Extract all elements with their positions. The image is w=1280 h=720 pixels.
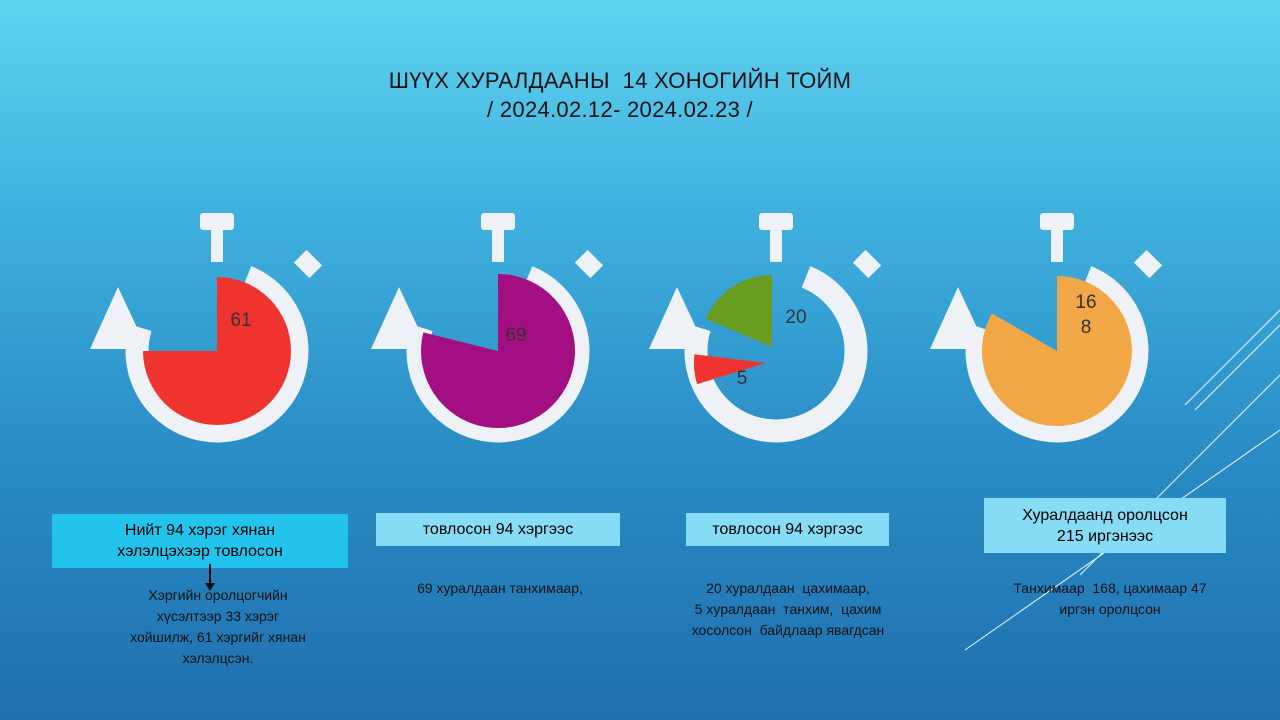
pie-4-slice-168 [981,276,1132,426]
note-1: Хэргийн оролцогчийн хүсэлтээр 33 хэрэг х… [98,585,338,669]
pie-2-slice-69 [421,274,576,429]
stopwatch-3-crown [759,213,793,230]
note-2-line-1: 69 хуралдаан танхимаар, [417,580,583,596]
note-1-line-2: хүсэлтээр 33 хэрэг [156,608,280,624]
page-title: ШҮҮХ ХУРАЛДААНЫ 14 ХОНОГИЙН ТОЙМ / 2024.… [0,66,1240,124]
pie-4-label-168-line-1: 16 [1075,292,1096,313]
summary-box-4-line-2: 215 иргэнээс [1056,527,1154,545]
stopwatch-4-side-button [1133,249,1163,279]
summary-box-2-line-1: товлосон 94 хэргээс [422,521,574,538]
pie-3-slice-5 [693,354,766,385]
stopwatch-2-crown [481,213,515,230]
note-3-line-1: 20 хуралдаан цахимаар, [706,580,870,596]
summary-box-1-line-1: Нийт 94 хэрэг хянан [124,522,276,539]
summary-box-1: Нийт 94 хэрэг хянан хэлэлцэхээр товлосон [52,514,348,568]
pie-3-slice-20 [705,275,772,347]
pie-3-label-20: 20 [785,307,806,328]
summary-box-3-line-1: товлосон 94 хэргээс [712,521,863,538]
stopwatch-1-side-button [293,249,323,279]
stopwatch-3-side-button [852,249,882,279]
pie-1-label-61: 61 [230,310,251,331]
title-line-2: / 2024.02.12- 2024.02.23 / [487,97,753,122]
stopwatch-1-crown [200,213,234,230]
note-4-line-1: Танхимаар 168, цахимаар 47 [1013,580,1207,596]
stopwatch-3-stem [770,226,782,262]
pie-2-label-69: 69 [505,325,526,346]
title-line-1: ШҮҮХ ХУРАЛДААНЫ 14 ХОНОГИЙН ТОЙМ [388,68,852,93]
note-2: 69 хуралдаан танхимаар, [380,578,620,599]
note-1-line-4: хэлэлцсэн. [182,650,254,666]
note-4: Танхимаар 168, цахимаар 47 иргэн оролцсо… [980,578,1240,620]
stopwatch-2-arrow [371,287,428,349]
stopwatch-2-stem [492,226,504,262]
note-3: 20 хуралдаан цахимаар, 5 хуралдаан танхи… [668,578,908,641]
summary-box-1-line-2: хэлэлцэхээр товлосон [117,543,283,560]
pie-4-label-168-line-2: 8 [1081,317,1092,338]
summary-box-3: товлосон 94 хэргээс [686,513,889,546]
summary-box-4-line-1: Хуралдаанд оролцсон [1022,506,1188,524]
pie-1-slice-61 [143,277,291,425]
note-1-line-1: Хэргийн оролцогчийн [148,587,288,603]
stopwatch-3-arrow [649,287,706,349]
stopwatch-2-side-button [574,249,604,279]
deco-line-2 [1194,324,1280,411]
note-3-line-3: хосолсон байдлаар явагдсан [691,622,885,638]
note-4-line-2: иргэн оролцсон [1059,601,1161,617]
stopwatch-3-ring [684,266,868,443]
stopwatch-4-ring [965,266,1149,443]
stopwatch-4-arrow [930,287,987,349]
stopwatch-2-ring [406,266,590,443]
pie-3-label-5: 5 [737,368,748,389]
summary-box-4: Хуралдаанд оролцсон 215 иргэнээс [984,498,1226,553]
stopwatch-4-stem [1051,226,1063,262]
summary-box-2: товлосон 94 хэргээс [376,513,620,546]
stopwatch-1-arrow [90,287,147,349]
note-1-line-3: хойшилж, 61 хэргийг хянан [130,629,306,645]
stopwatch-4-crown [1040,213,1074,230]
note-3-line-2: 5 хуралдаан танхим, цахим [694,601,882,617]
stopwatch-1-ring [125,266,309,443]
deco-line-1 [1184,309,1280,406]
stopwatch-1-stem [211,226,223,262]
